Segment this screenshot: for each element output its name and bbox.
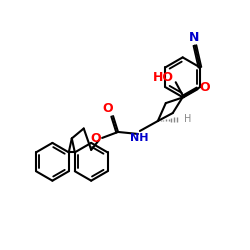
Text: H: H	[184, 114, 191, 124]
Text: O: O	[199, 81, 210, 94]
Text: NH: NH	[130, 133, 148, 143]
Text: O: O	[91, 132, 102, 145]
Text: HO: HO	[153, 71, 174, 84]
Text: O: O	[103, 102, 114, 114]
Text: N: N	[189, 31, 199, 44]
